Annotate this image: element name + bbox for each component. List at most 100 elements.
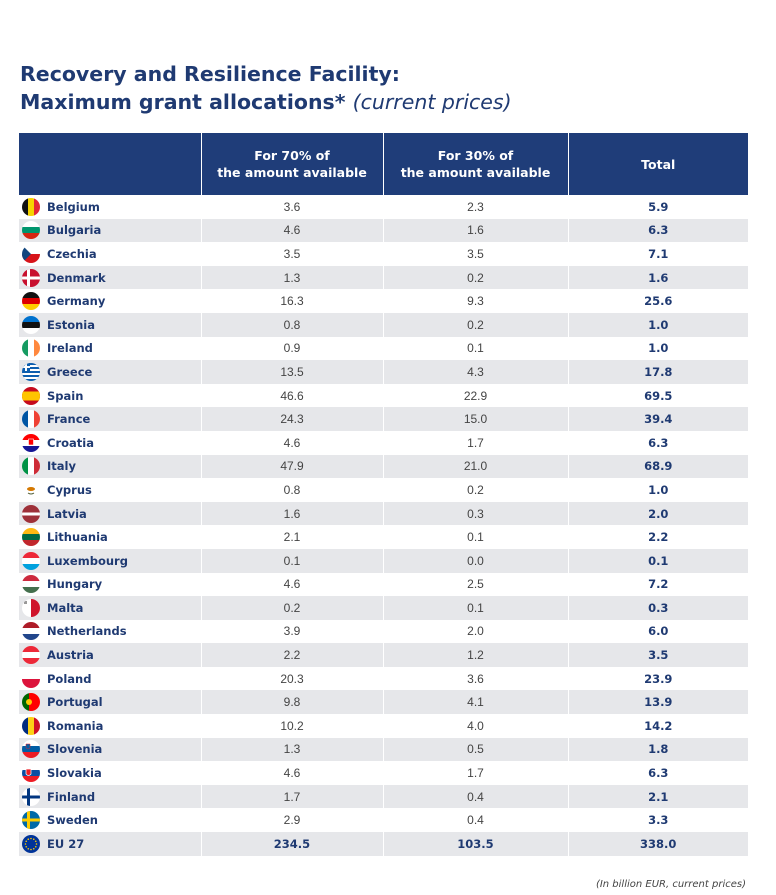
value-30-hungary: 2.5 bbox=[382, 572, 568, 597]
value-70-lithuania: 2.1 bbox=[200, 525, 383, 549]
table-header-row: For 70% of the amount available For 30% o… bbox=[19, 133, 748, 195]
denmark-flag-icon bbox=[22, 268, 40, 287]
value-70-austria: 2.2 bbox=[200, 643, 383, 667]
country-name-malta: Malta bbox=[47, 600, 84, 615]
lithuania-flag-icon bbox=[22, 528, 40, 547]
country-cell: Finland bbox=[19, 784, 201, 809]
value-70-malta: 0.2 bbox=[200, 596, 383, 620]
value-70-germany: 16.3 bbox=[200, 289, 383, 313]
table-row: Portugal 9.8 4.1 13.9 bbox=[19, 690, 748, 715]
value-70-eu-27: 234.5 bbox=[200, 832, 383, 856]
table-row: Cyprus 0.8 0.2 1.0 bbox=[19, 478, 748, 502]
country-cell: Cyprus bbox=[19, 478, 201, 502]
value-total-netherlands: 6.0 bbox=[567, 619, 748, 644]
value-70-belgium: 3.6 bbox=[200, 195, 383, 219]
table-row: Belgium 3.6 2.3 5.9 bbox=[19, 195, 748, 219]
value-30-slovakia: 1.7 bbox=[382, 761, 568, 785]
value-total-poland: 23.9 bbox=[567, 666, 748, 691]
value-70-finland: 1.7 bbox=[200, 784, 383, 809]
country-cell: Sweden bbox=[19, 808, 201, 833]
table-row: Austria 2.2 1.2 3.5 bbox=[19, 643, 748, 667]
country-name-slovenia: Slovenia bbox=[47, 742, 103, 757]
value-30-denmark: 0.2 bbox=[382, 265, 568, 290]
value-30-greece: 4.3 bbox=[382, 360, 568, 384]
value-70-slovenia: 1.3 bbox=[200, 737, 383, 762]
value-total-croatia: 6.3 bbox=[567, 430, 748, 455]
value-70-cyprus: 0.8 bbox=[200, 478, 383, 502]
table-row: Denmark 1.3 0.2 1.6 bbox=[19, 265, 748, 290]
table-row: Finland 1.7 0.4 2.1 bbox=[19, 784, 748, 809]
country-name-sweden: Sweden bbox=[47, 813, 98, 828]
value-total-portugal: 13.9 bbox=[567, 690, 748, 715]
country-cell: Poland bbox=[19, 666, 201, 691]
spain-flag-icon bbox=[22, 386, 40, 405]
country-name-slovakia: Slovakia bbox=[47, 766, 102, 781]
title-line-2: Maximum grant allocations* (current pric… bbox=[20, 88, 512, 116]
value-70-denmark: 1.3 bbox=[200, 265, 383, 290]
table-row: Hungary 4.6 2.5 7.2 bbox=[19, 572, 748, 597]
value-total-estonia: 1.0 bbox=[567, 312, 748, 337]
ireland-flag-icon bbox=[22, 339, 40, 358]
value-30-luxembourg: 0.0 bbox=[382, 548, 568, 573]
hungary-flag-icon bbox=[22, 575, 40, 594]
table-row: Croatia 4.6 1.7 6.3 bbox=[19, 430, 748, 455]
country-cell: Malta bbox=[19, 596, 201, 620]
value-30-netherlands: 2.0 bbox=[382, 619, 568, 644]
cyprus-flag-icon bbox=[22, 480, 40, 499]
value-total-lithuania: 2.2 bbox=[567, 525, 748, 549]
table-row: Greece 13.5 4.3 17.8 bbox=[19, 360, 748, 384]
austria-flag-icon bbox=[22, 646, 40, 665]
value-total-cyprus: 1.0 bbox=[567, 478, 748, 502]
value-70-ireland: 0.9 bbox=[200, 336, 383, 361]
country-name-france: France bbox=[47, 412, 91, 427]
value-70-portugal: 9.8 bbox=[200, 690, 383, 715]
table-row-total: EU 27 234.5 103.5 338.0 bbox=[19, 832, 748, 856]
value-30-france: 15.0 bbox=[382, 407, 568, 431]
table-row: Lithuania 2.1 0.1 2.2 bbox=[19, 525, 748, 549]
bulgaria-flag-icon bbox=[22, 221, 40, 240]
table-row: Malta 0.2 0.1 0.3 bbox=[19, 596, 748, 620]
country-cell: Italy bbox=[19, 454, 201, 479]
value-total-latvia: 2.0 bbox=[567, 501, 748, 526]
country-cell: Croatia bbox=[19, 430, 201, 455]
value-70-spain: 46.6 bbox=[200, 383, 383, 408]
table-row: Luxembourg 0.1 0.0 0.1 bbox=[19, 548, 748, 573]
value-30-italy: 21.0 bbox=[382, 454, 568, 479]
value-total-ireland: 1.0 bbox=[567, 336, 748, 361]
country-cell: Hungary bbox=[19, 572, 201, 597]
table-row: Spain 46.6 22.9 69.5 bbox=[19, 383, 748, 408]
table-row: Slovenia 1.3 0.5 1.8 bbox=[19, 737, 748, 762]
table-row: Netherlands 3.9 2.0 6.0 bbox=[19, 619, 748, 644]
country-name-estonia: Estonia bbox=[47, 317, 95, 332]
country-name-bulgaria: Bulgaria bbox=[47, 223, 102, 238]
value-total-hungary: 7.2 bbox=[567, 572, 748, 597]
country-cell: Belgium bbox=[19, 195, 201, 219]
value-30-sweden: 0.4 bbox=[382, 808, 568, 833]
country-cell: Austria bbox=[19, 643, 201, 667]
value-70-sweden: 2.9 bbox=[200, 808, 383, 833]
country-cell: Slovenia bbox=[19, 737, 201, 762]
country-name-austria: Austria bbox=[47, 648, 94, 663]
table-row: Ireland 0.9 0.1 1.0 bbox=[19, 336, 748, 361]
greece-flag-icon bbox=[22, 362, 40, 381]
value-70-estonia: 0.8 bbox=[200, 312, 383, 337]
table-row: Romania 10.2 4.0 14.2 bbox=[19, 714, 748, 738]
header-total: Total bbox=[567, 133, 748, 195]
sweden-flag-icon bbox=[22, 811, 40, 830]
value-30-slovenia: 0.5 bbox=[382, 737, 568, 762]
country-name-ireland: Ireland bbox=[47, 341, 93, 356]
value-70-netherlands: 3.9 bbox=[200, 619, 383, 644]
value-70-croatia: 4.6 bbox=[200, 430, 383, 455]
country-cell: Czechia bbox=[19, 242, 201, 266]
country-name-cyprus: Cyprus bbox=[47, 482, 92, 497]
value-70-italy: 47.9 bbox=[200, 454, 383, 479]
table-row: Latvia 1.6 0.3 2.0 bbox=[19, 501, 748, 526]
title-main: Maximum grant allocations* bbox=[20, 90, 346, 114]
units-note: (In billion EUR, current prices) bbox=[595, 879, 746, 890]
allocation-table: For 70% of the amount available For 30% o… bbox=[19, 133, 748, 856]
country-name-croatia: Croatia bbox=[47, 435, 94, 450]
germany-flag-icon bbox=[22, 292, 40, 311]
country-name-denmark: Denmark bbox=[47, 270, 106, 285]
value-70-hungary: 4.6 bbox=[200, 572, 383, 597]
title-line-1: Recovery and Resilience Facility: bbox=[20, 62, 400, 86]
